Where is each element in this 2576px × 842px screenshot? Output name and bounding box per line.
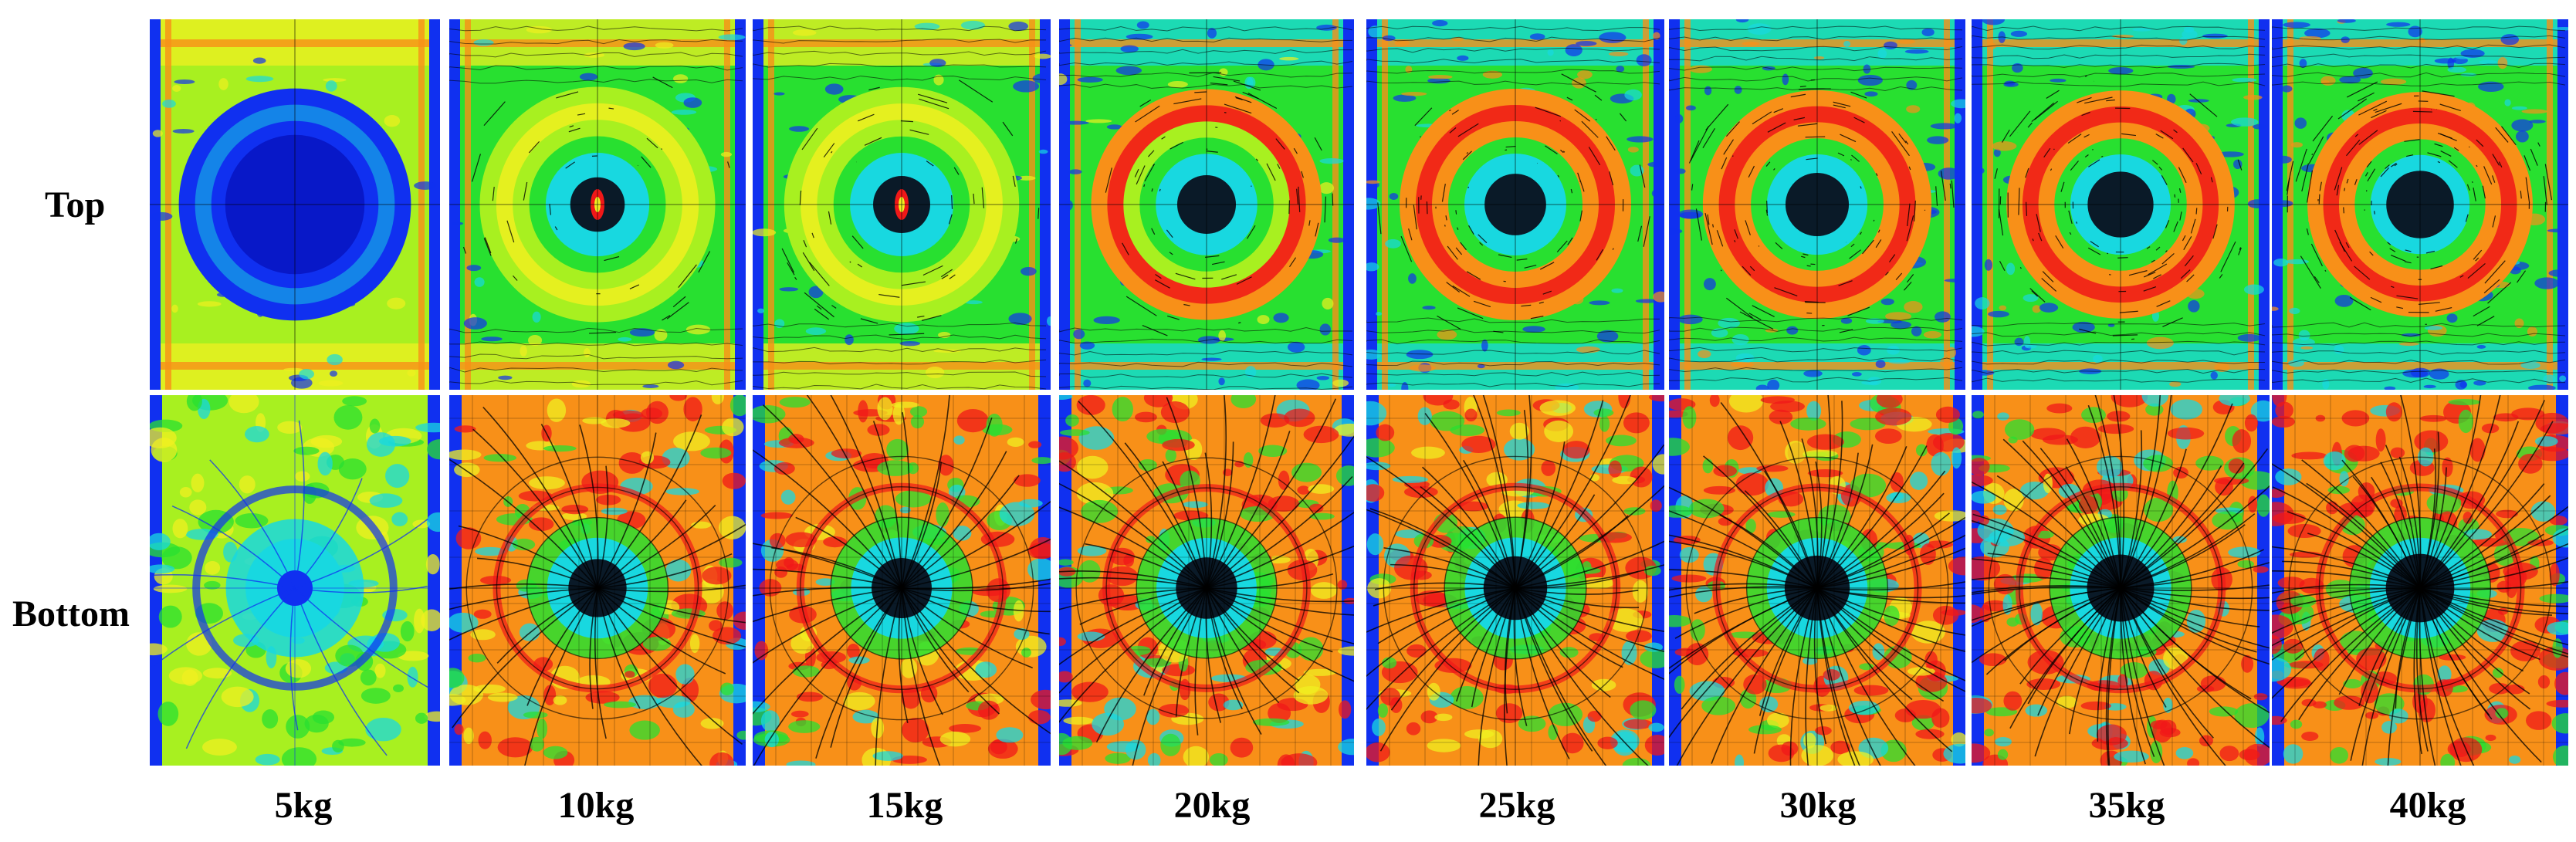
contour-plot-top-30kg (1669, 19, 1965, 390)
contour-panel-top-25kg (1366, 19, 1664, 390)
contour-panel-top-30kg (1669, 19, 1965, 390)
load-label-30kg: 30kg (1779, 785, 1857, 826)
contour-panel-bottom-35kg (1972, 395, 2270, 766)
load-label-35kg: 35kg (2088, 785, 2165, 826)
contour-plot-bottom-35kg (1972, 395, 2270, 766)
load-label-10kg: 10kg (557, 785, 635, 826)
load-label-20kg: 20kg (1173, 785, 1251, 826)
load-label-5kg: 5kg (274, 785, 333, 826)
row-label-bottom: Bottom (12, 593, 130, 634)
contour-plot-top-35kg (1972, 19, 2270, 390)
load-label-25kg: 25kg (1478, 785, 1555, 826)
contour-panel-bottom-30kg (1669, 395, 1965, 766)
contour-plot-bottom-30kg (1669, 395, 1965, 766)
contour-panel-top-5kg (150, 19, 440, 390)
contour-panel-top-10kg (449, 19, 746, 390)
load-label-40kg: 40kg (2389, 785, 2466, 826)
contour-panel-top-20kg (1059, 19, 1354, 390)
contour-plot-bottom-15kg (753, 395, 1051, 766)
contour-plot-bottom-20kg (1059, 395, 1354, 766)
contour-plot-top-5kg (150, 19, 440, 390)
contour-panel-top-15kg (753, 19, 1051, 390)
contour-plot-bottom-25kg (1366, 395, 1664, 766)
contour-panel-bottom-10kg (449, 395, 746, 766)
contour-panel-bottom-25kg (1366, 395, 1664, 766)
load-label-15kg: 15kg (866, 785, 943, 826)
row-label-top: Top (45, 184, 106, 225)
contour-panel-bottom-20kg (1059, 395, 1354, 766)
contour-plot-bottom-5kg (150, 395, 440, 766)
contour-plot-top-10kg (449, 19, 746, 390)
contour-plot-top-25kg (1366, 19, 1664, 390)
contour-panel-top-35kg (1972, 19, 2270, 390)
contour-panel-bottom-5kg (150, 395, 440, 766)
contour-plot-bottom-10kg (449, 395, 746, 766)
contour-plot-top-40kg (2272, 19, 2568, 390)
contour-plot-top-20kg (1059, 19, 1354, 390)
contour-panel-bottom-40kg (2272, 395, 2568, 766)
contour-plot-top-15kg (753, 19, 1051, 390)
contour-panel-bottom-15kg (753, 395, 1051, 766)
contour-plot-bottom-40kg (2272, 395, 2568, 766)
contour-panel-top-40kg (2272, 19, 2568, 390)
